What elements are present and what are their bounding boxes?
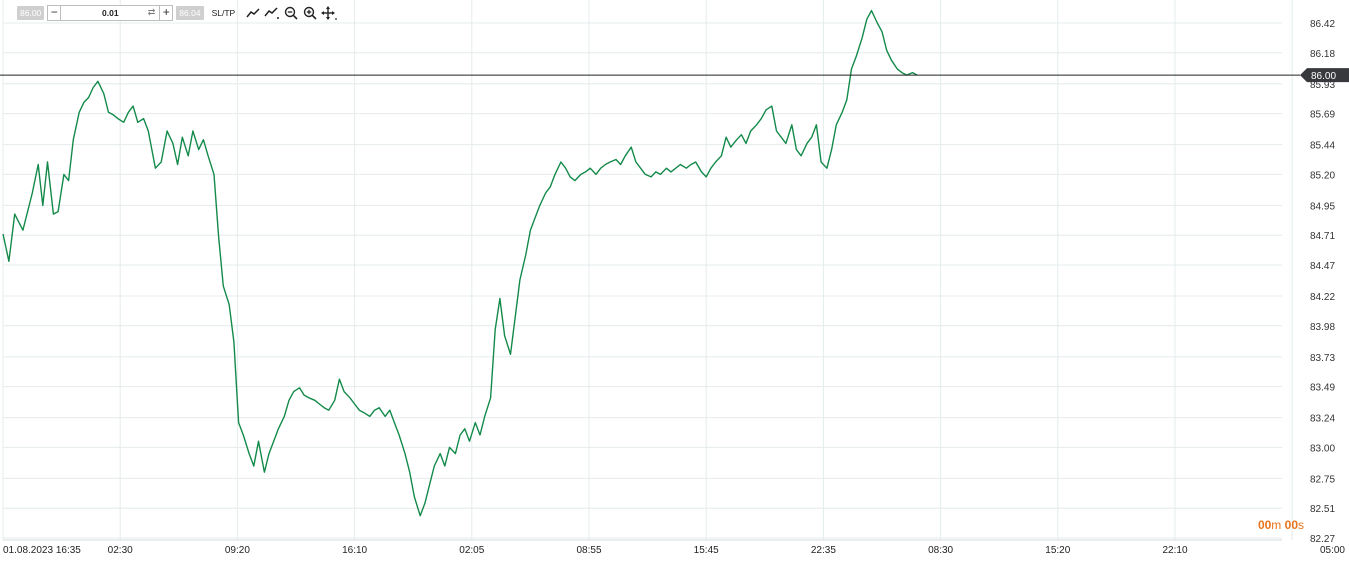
timer-minutes: 00	[1257, 518, 1272, 532]
minus-icon[interactable]: −	[48, 6, 62, 20]
line-chart-icon[interactable]	[245, 5, 261, 21]
y-tick-label: 84.95	[1310, 201, 1335, 212]
y-tick-label: 82.27	[1310, 534, 1335, 545]
x-tick-label: 22:10	[1162, 545, 1187, 556]
swap-icon[interactable]: ⇄	[147, 7, 156, 17]
zoom-in-icon[interactable]	[302, 5, 318, 21]
timer-seconds: 00	[1284, 518, 1298, 532]
x-tick-label: 02:30	[108, 545, 133, 556]
x-tick-label: 16:10	[342, 545, 367, 556]
y-tick-label: 84.22	[1310, 292, 1335, 303]
crosshair-icon[interactable]	[321, 5, 338, 21]
current-price-tag: 86.00	[1300, 68, 1349, 83]
y-tick-label: 85.93	[1310, 80, 1335, 91]
ask-price-button[interactable]: 86.04	[176, 6, 204, 20]
lot-size-stepper: − ⇄ +	[47, 5, 174, 21]
x-tick-label: 09:20	[225, 545, 250, 556]
x-tick-label: 01.08.2023 16:35	[3, 545, 81, 556]
candle-timer: 00m 00s	[1258, 518, 1304, 532]
bid-price-button[interactable]: 86.00	[17, 6, 45, 20]
zoom-out-icon[interactable]	[283, 5, 299, 21]
x-tick-label: 02:05	[459, 545, 484, 556]
y-tick-label: 86.42	[1310, 19, 1335, 30]
y-tick-label: 86.18	[1310, 49, 1335, 60]
y-tick-label: 84.47	[1310, 261, 1335, 272]
x-tick-label: 22:35	[811, 545, 836, 556]
x-tick-label: 05:00	[1320, 545, 1345, 556]
y-tick-label: 85.69	[1310, 110, 1335, 121]
current-price-label: 86.00	[1311, 71, 1336, 82]
x-tick-label: 08:30	[928, 545, 953, 556]
plus-icon[interactable]: +	[159, 6, 172, 20]
lot-input-wrapper: ⇄	[61, 6, 160, 20]
y-tick-label: 83.49	[1310, 383, 1335, 394]
x-tick-label: 15:20	[1045, 545, 1070, 556]
price-series-line	[2, 9, 918, 517]
chart-grid	[2, 0, 1293, 541]
x-tick-label: 08:55	[576, 545, 601, 556]
y-axis-ticks: 86.42 86.18 85.93 85.69 85.44 85.20 84.95 84.71…	[1310, 19, 1335, 545]
x-axis-ticks: 01.08.2023 16:35 02:30 09:20 16:10 02:05 08:5…	[3, 545, 1345, 556]
timer-minutes-unit: m	[1271, 518, 1282, 532]
y-tick-label: 82.51	[1310, 504, 1335, 515]
y-tick-label: 84.71	[1310, 231, 1335, 242]
line-chart-indicator-icon[interactable]	[264, 5, 280, 21]
trade-toolbar: 86.00 − ⇄ + 86.04 SL/TP	[17, 5, 338, 21]
sltp-button[interactable]: SL/TP	[211, 8, 236, 18]
y-tick-label: 85.20	[1310, 170, 1335, 181]
y-tick-label: 82.75	[1310, 474, 1335, 485]
lot-size-input[interactable]	[61, 6, 160, 20]
y-tick-label: 83.98	[1310, 322, 1335, 333]
y-tick-label: 83.73	[1310, 353, 1335, 364]
y-tick-label: 83.00	[1310, 443, 1335, 454]
y-tick-label: 83.24	[1310, 414, 1335, 425]
y-tick-label: 85.44	[1310, 141, 1335, 152]
timer-seconds-unit: s	[1298, 518, 1304, 532]
x-tick-label: 15:45	[694, 545, 719, 556]
